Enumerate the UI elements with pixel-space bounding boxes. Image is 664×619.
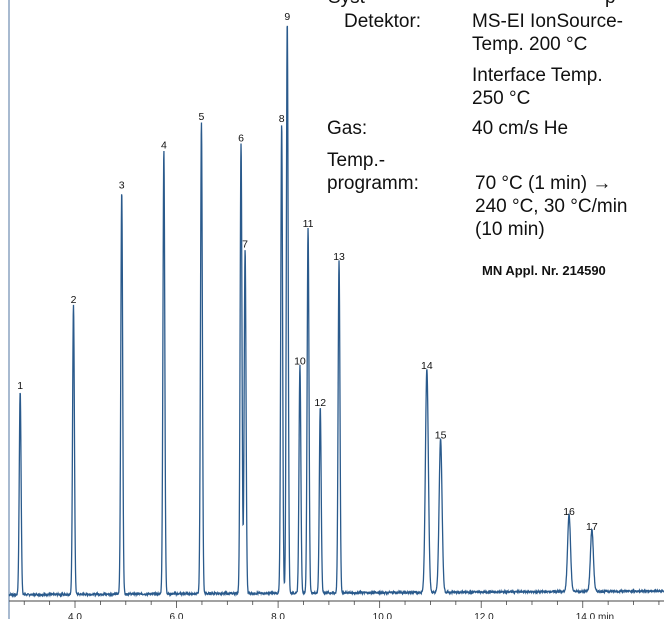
peak-label: 17 (586, 521, 598, 533)
peak-label: 1 (17, 380, 23, 392)
peak-label: 10 (294, 355, 306, 367)
peak-label: 4 (161, 140, 167, 152)
peak-label: 5 (199, 111, 205, 123)
peak-label: 7 (242, 239, 248, 251)
peak-label: 14 (421, 360, 433, 372)
x-tick-label: 6.0 (170, 612, 184, 619)
x-tick-label: 14.0 min (576, 612, 614, 619)
peak-label: 16 (563, 506, 575, 518)
peak-label: 6 (238, 132, 244, 144)
x-tick-label: 8.0 (271, 612, 285, 619)
x-tick-label: 4.0 (68, 612, 82, 619)
peak-label: 15 (435, 430, 447, 442)
x-tick-label: 10.0 (373, 612, 393, 619)
peak-label: 11 (303, 218, 314, 230)
x-tick-label: 12.0 (474, 612, 494, 619)
peak-label: 13 (333, 251, 345, 263)
chromatogram-trace (8, 25, 664, 599)
peak-label: 12 (314, 397, 326, 409)
peak-label: 2 (71, 294, 77, 306)
peak-label: 8 (279, 113, 285, 125)
peak-label: 3 (119, 180, 125, 192)
peak-label: 9 (284, 11, 290, 23)
axis-layer: 4.0 6.0 8.0 10.0 12.0 14.0 min (8, 0, 664, 619)
